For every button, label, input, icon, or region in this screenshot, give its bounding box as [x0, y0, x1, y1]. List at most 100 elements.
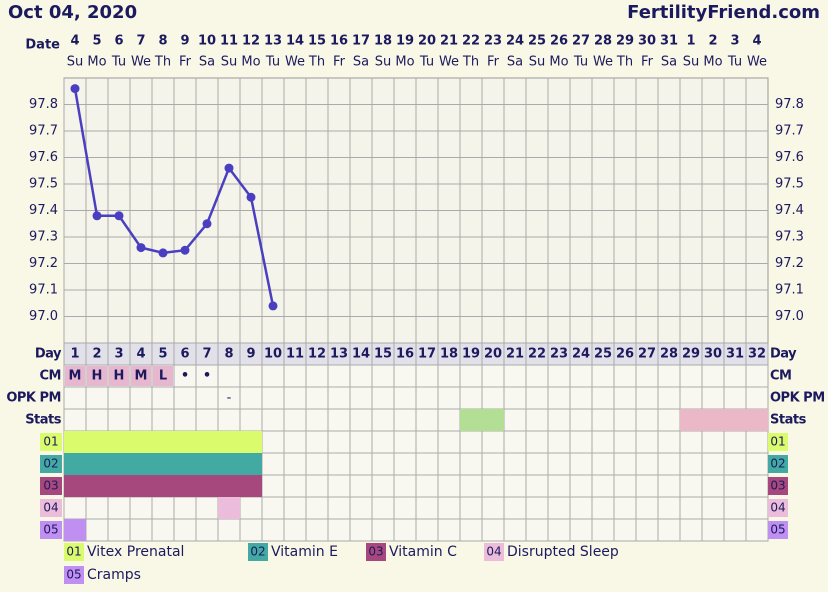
y-tick-label-right: 97.7	[775, 124, 804, 139]
weekday-label: We	[285, 55, 305, 70]
cell	[437, 474, 461, 498]
cell	[349, 430, 373, 454]
cell	[525, 364, 549, 388]
cell	[459, 386, 483, 410]
cm-cell	[65, 366, 85, 386]
cell	[283, 408, 307, 432]
item-cell	[130, 431, 152, 453]
cell	[283, 452, 307, 476]
stats-cell	[702, 409, 724, 431]
weekday-label: Sa	[199, 55, 215, 70]
cell	[657, 364, 681, 388]
cell	[327, 496, 351, 520]
cell	[679, 386, 703, 410]
cycle-day: 31	[726, 347, 744, 362]
date-label: 16	[330, 34, 348, 49]
cell	[525, 496, 549, 520]
cell	[745, 496, 769, 520]
item-code-box	[40, 521, 62, 539]
weekday-label: Fr	[641, 55, 654, 70]
cell	[459, 518, 483, 542]
cm-cell	[131, 366, 151, 386]
item-cell	[108, 431, 130, 453]
cell	[305, 474, 329, 498]
cell	[745, 386, 769, 410]
cell	[283, 518, 307, 542]
weekday-label: Su	[221, 55, 238, 70]
item-code-box-right	[768, 477, 788, 495]
item-code-box	[40, 455, 62, 473]
legend-box	[484, 543, 504, 561]
item-code: 03	[43, 479, 58, 493]
cell	[723, 386, 747, 410]
cell	[393, 430, 417, 454]
row-label-right: CM	[770, 369, 791, 384]
date-label: 12	[242, 34, 260, 49]
cm-entry: •	[203, 369, 211, 384]
cell	[151, 408, 175, 432]
cell	[371, 408, 395, 432]
cell	[283, 474, 307, 498]
cell	[459, 496, 483, 520]
legend-box	[64, 566, 84, 584]
cell	[613, 518, 637, 542]
y-tick-label: 97.2	[29, 256, 58, 271]
cell	[349, 364, 373, 388]
cell	[85, 386, 109, 410]
cell	[327, 408, 351, 432]
cell	[283, 496, 307, 520]
site-name: FertilityFriend.com	[627, 2, 820, 23]
cycle-day: 28	[660, 347, 678, 362]
date-label: 23	[484, 34, 502, 49]
y-tick-label: 97.8	[29, 97, 58, 112]
cell	[349, 408, 373, 432]
weekday-label: Su	[529, 55, 546, 70]
cell	[503, 474, 527, 498]
cycle-day: 12	[308, 347, 326, 362]
y-tick-label: 97.0	[29, 309, 58, 324]
stats-cell	[460, 409, 482, 431]
date-label: 2	[708, 34, 717, 49]
cycle-day: 6	[180, 347, 189, 362]
cycle-day: 23	[550, 347, 568, 362]
cell	[701, 474, 725, 498]
cell	[327, 364, 351, 388]
cell	[547, 408, 571, 432]
legend-code: 03	[368, 545, 383, 559]
opk-entry: -	[227, 391, 232, 406]
date-label: 17	[352, 34, 370, 49]
cycle-day: 24	[572, 347, 590, 362]
date-label: 4	[752, 34, 761, 49]
cell	[415, 430, 439, 454]
item-code-box-right	[768, 499, 788, 517]
cycle-day: 29	[682, 347, 700, 362]
cell	[151, 386, 175, 410]
cell	[591, 408, 615, 432]
cell	[481, 496, 505, 520]
legend-code: 05	[66, 568, 81, 582]
cell	[327, 430, 351, 454]
row-label-right: OPK PM	[770, 391, 825, 406]
date-label: 7	[136, 34, 145, 49]
cycle-day: 27	[638, 347, 656, 362]
item-code-right: 04	[770, 501, 785, 515]
y-tick-label: 97.7	[29, 124, 58, 139]
cell	[173, 518, 197, 542]
y-tick-label: 97.6	[29, 150, 58, 165]
cycle-day: 22	[528, 347, 546, 362]
cell	[745, 452, 769, 476]
weekday-label: Sa	[661, 55, 677, 70]
cell	[195, 408, 219, 432]
item-cell	[86, 475, 108, 497]
item-code-right: 03	[770, 479, 785, 493]
cell	[415, 364, 439, 388]
cell	[437, 408, 461, 432]
cycle-day: 7	[202, 347, 211, 362]
cell	[547, 452, 571, 476]
cm-entry: M	[69, 369, 82, 384]
cell	[591, 386, 615, 410]
row-label: Stats	[25, 413, 62, 428]
date-label: 30	[638, 34, 656, 49]
item-code-right: 02	[770, 457, 785, 471]
cell	[415, 408, 439, 432]
